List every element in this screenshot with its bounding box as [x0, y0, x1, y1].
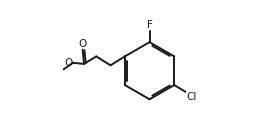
Text: F: F	[147, 20, 152, 30]
Text: O: O	[79, 39, 87, 49]
Text: Cl: Cl	[186, 92, 196, 103]
Text: O: O	[64, 58, 73, 68]
